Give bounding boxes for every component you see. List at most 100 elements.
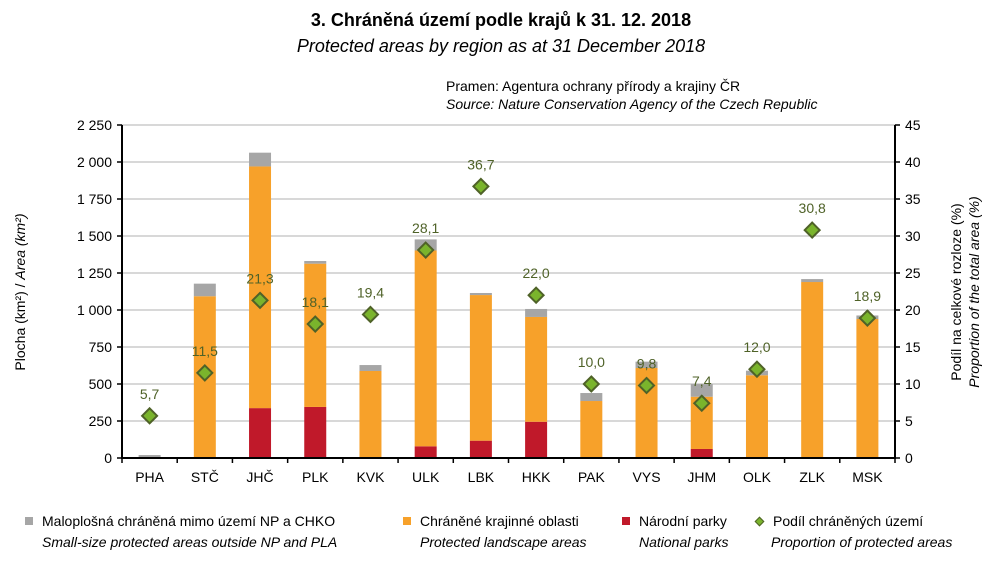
bar-national-parks (469, 440, 492, 458)
bar-national-parks (249, 408, 272, 458)
bar-landscape-areas (856, 319, 879, 458)
bar-small-areas (138, 455, 161, 458)
bar-small-areas (359, 365, 382, 371)
bar-landscape-areas (525, 316, 548, 422)
legend-label-en: National parks (639, 534, 729, 550)
bar-landscape-areas (304, 263, 327, 407)
proportion-marker (858, 309, 877, 328)
proportion-markers (140, 177, 877, 425)
bar-landscape-areas (745, 375, 768, 458)
right-tick-label: 20 (905, 302, 921, 318)
proportion-data-label: 11,5 (192, 343, 218, 359)
proportion-marker (251, 291, 269, 310)
proportion-data-label: 21,3 (246, 270, 273, 286)
bar-small-areas (469, 292, 492, 296)
proportion-data-label: 30,8 (799, 200, 826, 216)
left-tick-label: 2 000 (77, 154, 112, 170)
category-label: JHČ (246, 469, 273, 485)
category-label: LBK (468, 469, 495, 485)
category-label: ULK (412, 469, 440, 485)
left-tick-label: 2 250 (77, 117, 112, 133)
bars (138, 152, 879, 458)
left-axis-title-en: Area (km²) (12, 213, 28, 280)
bar-landscape-areas (414, 250, 437, 447)
left-tick-label: 0 (104, 450, 112, 466)
proportion-data-label: 22,0 (522, 265, 549, 281)
right-tick-label: 0 (905, 450, 913, 466)
proportion-data-label: 19,4 (357, 284, 384, 300)
bar-small-areas (249, 152, 272, 167)
category-label: HKK (522, 469, 551, 485)
source-cz: Pramen: Agentura ochrany přírody a kraji… (446, 78, 741, 94)
gridlines (122, 124, 895, 422)
bar-landscape-areas (690, 396, 713, 449)
bar-small-areas (193, 283, 216, 297)
proportion-marker (637, 376, 656, 395)
legend-label-cz: Podíl chráněných území (773, 513, 924, 529)
right-axis-ticks: 0 5 10 15 20 25 30 35 40 45 (895, 117, 921, 466)
proportion-data-label: 18,9 (854, 288, 881, 304)
legend-swatch-np (622, 517, 630, 525)
right-tick-label: 25 (905, 265, 921, 281)
category-label: JHM (687, 469, 716, 485)
bar-national-parks (690, 448, 713, 458)
bar-small-areas (525, 308, 548, 317)
proportion-marker (195, 363, 214, 382)
chart-subtitle: Protected areas by region as at 31 Decem… (296, 36, 706, 56)
legend-label-cz: Maloplošná chráněná mimo území NP a CHKO (42, 513, 336, 529)
left-axis-title-cz: Plocha (km²) / (12, 280, 28, 371)
legend-label-cz: Národní parky (639, 513, 727, 529)
right-tick-label: 45 (905, 117, 921, 133)
category-label: OLK (743, 469, 772, 485)
axes (121, 125, 896, 459)
left-tick-label: 250 (89, 413, 113, 429)
proportion-marker (692, 394, 711, 413)
bar-small-areas (690, 384, 713, 397)
bar-landscape-areas (580, 401, 603, 458)
source-en: Source: Nature Conservation Agency of th… (446, 96, 818, 112)
legend-label-en: Small-size protected areas outside NP an… (42, 534, 338, 550)
proportion-data-label: 36,7 (467, 156, 494, 172)
bar-landscape-areas (469, 295, 492, 441)
left-axis-ticks: 0 250 500 750 1 000 1 250 1 500 1 750 2 000 2 250 (77, 117, 122, 466)
proportion-labels: 5,7 11,5 21,3 18,1 19,4 28,1 36,7 22,0 10,0 9,8 7,… (140, 156, 881, 401)
proportion-data-label: 9,8 (637, 355, 657, 371)
proportion-marker (361, 305, 380, 324)
category-label: PAK (578, 469, 606, 485)
category-label: KVK (356, 469, 385, 485)
proportion-data-label: 12,0 (743, 339, 770, 355)
legend-label-en: Proportion of protected areas (771, 534, 953, 550)
category-labels: PHA STČ JHČ PLK KVK ULK LBK HKK PAK VYS JHM OLK ZLK M… (121, 458, 896, 485)
proportion-marker (140, 406, 159, 425)
left-tick-label: 500 (89, 376, 113, 392)
left-tick-label: 1 750 (77, 191, 112, 207)
left-tick-label: 1 000 (77, 302, 112, 318)
category-label: STČ (191, 469, 219, 485)
proportion-data-label: 28,1 (412, 220, 439, 236)
proportion-data-label: 5,7 (140, 386, 160, 402)
proportion-data-label: 18,1 (302, 294, 329, 310)
proportion-marker (306, 315, 325, 333)
proportion-data-label: 7,4 (692, 373, 712, 389)
right-tick-label: 30 (905, 228, 921, 244)
right-tick-label: 40 (905, 154, 921, 170)
bar-small-areas (580, 393, 603, 402)
legend-label-cz: Chráněné krajinné oblasti (420, 513, 579, 529)
category-label: MSK (852, 469, 883, 485)
bar-national-parks (525, 421, 548, 458)
legend-swatch-chko (403, 517, 411, 525)
legend-item-np: Národní parky National parks (622, 513, 729, 550)
right-tick-label: 10 (905, 376, 921, 392)
right-axis-title-en: Proportion of the total area (%) (966, 196, 982, 387)
right-tick-label: 15 (905, 339, 921, 355)
bar-small-areas (801, 279, 824, 283)
proportion-marker (527, 286, 546, 305)
bar-landscape-areas (249, 166, 272, 409)
left-tick-label: 1 500 (77, 228, 112, 244)
legend-item-share: Podíl chráněných území Proportion of pro… (754, 513, 953, 550)
proportion-marker (748, 360, 766, 379)
left-axis-title: Plocha (km²) / Area (km²) (12, 213, 28, 370)
legend-swatch-small (25, 517, 33, 525)
left-tick-label: 750 (89, 339, 113, 355)
